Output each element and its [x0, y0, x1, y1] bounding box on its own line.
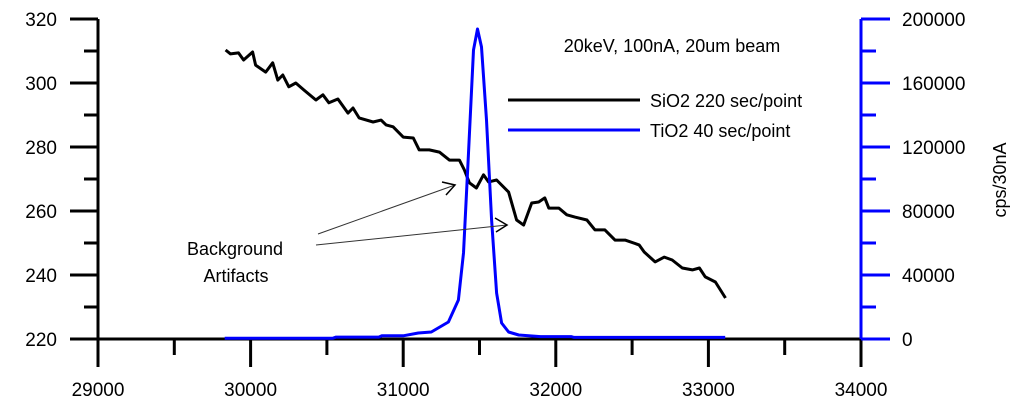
left-tick-label: 300: [25, 74, 57, 95]
x-tick-label: 32000: [529, 380, 582, 401]
x-tick-label: 29000: [72, 380, 125, 401]
x-tick-label: 30000: [224, 380, 277, 401]
left-tick-label: 280: [25, 138, 57, 159]
chart-title: 20keV, 100nA, 20um beam: [564, 36, 781, 56]
right-axis-label: cps/30nA: [990, 142, 1010, 217]
x-tick-label: 33000: [682, 380, 735, 401]
right-tick-label: 0: [902, 330, 913, 351]
series-line-sio2: [224, 48, 727, 299]
left-tick-label: 320: [25, 10, 57, 31]
left-tick-label: 220: [25, 330, 57, 351]
legend-label-tio2: TiO2 40 sec/point: [650, 121, 790, 141]
right-tick-label: 80000: [902, 202, 955, 223]
right-tick-label: 200000: [902, 10, 965, 31]
annotation-background-artifacts: Background Artifacts: [187, 181, 509, 286]
right-tick-label: 40000: [902, 266, 955, 287]
axes: 29000 30000 31000 32000 33000 34000 220 240 260 2…: [25, 10, 965, 401]
legend-label-sio2: SiO2 220 sec/point: [650, 91, 802, 111]
annotation-arrowhead-2: [494, 217, 509, 233]
left-tick-label: 240: [25, 266, 57, 287]
legend: SiO2 220 sec/point TiO2 40 sec/point: [508, 91, 802, 141]
right-tick-label: 160000: [902, 74, 965, 95]
x-tick-label: 31000: [377, 380, 430, 401]
annotation-arrowhead-1: [441, 181, 457, 196]
left-tick-label: 260: [25, 202, 57, 223]
annotation-arrow-2: [315, 224, 508, 246]
annotation-line-2: Artifacts: [203, 266, 268, 286]
x-tick-label: 34000: [835, 380, 888, 401]
annotation-line-1: Background: [187, 239, 283, 259]
right-tick-label: 120000: [902, 138, 965, 159]
series-line-tio2: [224, 27, 726, 340]
annotation-arrow-1: [317, 184, 456, 235]
series-layer: [224, 27, 727, 340]
